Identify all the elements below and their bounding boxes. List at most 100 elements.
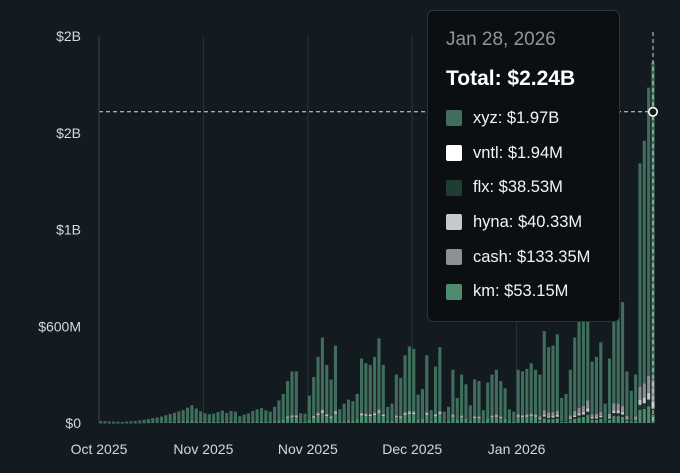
bar-segment-km[interactable] — [612, 415, 616, 423]
bar-segment-hyna[interactable] — [368, 414, 372, 417]
bar-segment-hyna[interactable] — [294, 415, 298, 417]
bar-segment-km[interactable] — [273, 421, 277, 423]
bar-segment-km[interactable] — [520, 416, 525, 423]
bar-segment-km[interactable] — [429, 421, 433, 423]
bar-segment-xyz[interactable] — [320, 337, 324, 410]
bar-segment-cash[interactable] — [551, 412, 555, 417]
bar-segment-km[interactable] — [303, 421, 307, 423]
bar-segment-hyna[interactable] — [520, 415, 525, 417]
bar-segment-km[interactable] — [534, 416, 538, 423]
bar-segment-xyz[interactable] — [181, 410, 185, 422]
bar-segment-hyna[interactable] — [325, 414, 329, 417]
bar-segment-hyna[interactable] — [451, 415, 455, 417]
bar-segment-hyna[interactable] — [612, 410, 616, 414]
bar-segment-km[interactable] — [394, 417, 398, 423]
bar-segment-flx[interactable] — [642, 403, 646, 409]
bar-segment-km[interactable] — [551, 419, 555, 423]
bar-segment-cash[interactable] — [616, 403, 620, 411]
bar-segment-hyna[interactable] — [534, 415, 538, 417]
bar-segment-km[interactable] — [107, 422, 111, 424]
bar-segment-hyna[interactable] — [586, 408, 590, 412]
bar-segment-cash[interactable] — [638, 386, 642, 400]
bar-segment-xyz[interactable] — [338, 409, 342, 422]
bar-segment-xyz[interactable] — [455, 398, 459, 421]
bar-segment-hyna[interactable] — [634, 418, 638, 420]
bar-segment-xyz[interactable] — [194, 408, 198, 422]
bar-segment-hyna[interactable] — [638, 399, 642, 405]
bar-segment-km[interactable] — [599, 418, 603, 423]
bar-segment-xyz[interactable] — [473, 379, 477, 417]
bar-segment-hyna[interactable] — [412, 412, 416, 415]
bar-segment-km[interactable] — [407, 413, 411, 423]
bar-segment-hyna[interactable] — [525, 415, 529, 417]
bar-segment-xyz[interactable] — [399, 377, 403, 416]
bar-segment-xyz[interactable] — [368, 364, 372, 414]
bar-segment-xyz[interactable] — [381, 364, 385, 414]
bar-segment-hyna[interactable] — [590, 417, 594, 419]
bar-segment-xyz[interactable] — [564, 393, 568, 421]
bar-segment-cash[interactable] — [586, 400, 590, 409]
bar-segment-km[interactable] — [329, 417, 333, 423]
bar-segment-xyz[interactable] — [642, 140, 646, 384]
bar-segment-km[interactable] — [594, 419, 598, 423]
bar-segment-xyz[interactable] — [525, 368, 529, 415]
bar-segment-km[interactable] — [364, 415, 368, 423]
bar-segment-xyz[interactable] — [316, 356, 320, 413]
bar-segment-km[interactable] — [373, 415, 377, 423]
bar-segment-cash[interactable] — [494, 414, 498, 416]
bar-segment-xyz[interactable] — [299, 413, 303, 422]
bar-segment-km[interactable] — [634, 420, 638, 423]
bar-segment-km[interactable] — [186, 421, 190, 423]
bar-segment-xyz[interactable] — [255, 409, 259, 422]
bar-segment-cash[interactable] — [538, 416, 542, 419]
bar-segment-km[interactable] — [625, 420, 629, 423]
bar-segment-xyz[interactable] — [246, 413, 250, 422]
bar-segment-cash[interactable] — [290, 414, 294, 416]
bar-segment-xyz[interactable] — [494, 369, 498, 415]
bar-segment-xyz[interactable] — [112, 421, 116, 423]
bar-segment-xyz[interactable] — [607, 358, 612, 414]
bar-segment-xyz[interactable] — [555, 334, 559, 411]
bar-segment-xyz[interactable] — [629, 390, 633, 421]
bar-segment-cash[interactable] — [473, 416, 477, 417]
bar-segment-xyz[interactable] — [481, 410, 485, 422]
bar-segment-cash[interactable] — [312, 415, 316, 417]
bar-segment-cash[interactable] — [594, 413, 598, 418]
bar-segment-cash[interactable] — [460, 415, 464, 417]
bar-segment-flx[interactable] — [568, 419, 572, 421]
bar-segment-xyz[interactable] — [603, 403, 607, 422]
bar-segment-xyz[interactable] — [172, 412, 177, 422]
bar-segment-cash[interactable] — [555, 410, 559, 416]
bar-segment-flx[interactable] — [616, 413, 620, 417]
bar-segment-hyna[interactable] — [438, 412, 442, 414]
bar-segment-km[interactable] — [233, 421, 237, 423]
bar-segment-xyz[interactable] — [542, 331, 546, 411]
bar-segment-km[interactable] — [642, 408, 646, 423]
bar-segment-km[interactable] — [294, 416, 298, 423]
bar-segment-flx[interactable] — [573, 417, 577, 419]
bar-segment-hyna[interactable] — [551, 416, 555, 418]
bar-segment-hyna[interactable] — [477, 417, 481, 418]
bar-segment-xyz[interactable] — [416, 394, 420, 420]
bar-segment-xyz[interactable] — [529, 363, 533, 414]
bar-segment-hyna[interactable] — [499, 417, 503, 418]
bar-segment-km[interactable] — [151, 422, 155, 424]
bar-segment-km[interactable] — [194, 421, 198, 423]
bar-segment-cash[interactable] — [499, 416, 503, 418]
bar-segment-km[interactable] — [342, 420, 346, 423]
bar-segment-xyz[interactable] — [133, 421, 137, 423]
bar-segment-cash[interactable] — [516, 414, 520, 416]
bar-segment-xyz[interactable] — [159, 416, 163, 423]
bar-segment-km[interactable] — [277, 420, 281, 423]
bar-segment-xyz[interactable] — [351, 401, 355, 421]
bar-segment-km[interactable] — [203, 421, 207, 423]
bar-segment-xyz[interactable] — [647, 87, 651, 377]
bar-segment-km[interactable] — [255, 421, 259, 423]
bar-segment-km[interactable] — [133, 422, 137, 424]
bar-segment-cash[interactable] — [316, 412, 320, 414]
bar-segment-xyz[interactable] — [407, 346, 411, 411]
bar-segment-xyz[interactable] — [168, 413, 172, 422]
bar-segment-flx[interactable] — [538, 419, 542, 421]
bar-segment-km[interactable] — [99, 422, 103, 424]
bar-segment-flx[interactable] — [647, 399, 651, 407]
